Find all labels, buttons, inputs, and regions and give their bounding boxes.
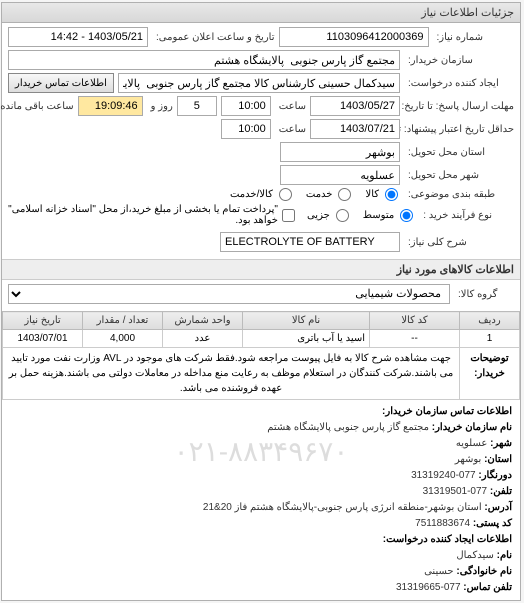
cell-index: 1	[461, 330, 521, 348]
delivery-prov-field	[281, 142, 401, 162]
addr-l: آدرس:	[485, 502, 513, 513]
fax-v: 077-31319240	[412, 470, 477, 481]
org-name-l: نام سازمان خریدار:	[433, 422, 513, 433]
days-label: روز و	[148, 101, 174, 112]
province-l: استان:	[485, 454, 513, 465]
items-grid: ردیف کد کالا نام کالا واحد شمارش تعداد /…	[3, 311, 521, 400]
buyer-org-label: سازمان خریدار:	[405, 55, 515, 66]
col-date: تاریخ نیاز	[4, 312, 84, 330]
note-row: توضیحات خریدار: جهت مشاهده شرح کالا به ف…	[4, 348, 521, 400]
city-v: عسلویه	[457, 438, 489, 449]
form-area: شماره نیاز: تاریخ و ساعت اعلان عمومی: سا…	[3, 23, 521, 259]
cell-name: اسید یا آب باتری	[244, 330, 371, 348]
col-unit: واحد شمارش	[164, 312, 244, 330]
proc-partial-radio[interactable]	[337, 209, 350, 222]
cell-qty: 4,000	[84, 330, 164, 348]
fax-l: دورنگار:	[479, 470, 513, 481]
contact-info-button[interactable]: اطلاعات تماس خریدار	[9, 73, 115, 93]
details-panel: جزئیات اطلاعات نیاز شماره نیاز: تاریخ و …	[2, 2, 522, 601]
days-field	[178, 96, 218, 116]
col-code: کد کالا	[371, 312, 461, 330]
post-v: 7511883674	[416, 518, 471, 529]
ctel-v: 077-31319665	[397, 582, 462, 593]
announce-label: تاریخ و ساعت اعلان عمومی:	[153, 32, 276, 43]
addr-v: استان بوشهر-منطقه انرژی پارس جنوبی-پالای…	[204, 502, 483, 513]
subject-label: شرح کلی نیاز:	[405, 237, 515, 248]
grid-header-row: ردیف کد کالا نام کالا واحد شمارش تعداد /…	[4, 312, 521, 330]
deadline-label: مهلت ارسال پاسخ: تا تاریخ:	[405, 101, 515, 112]
proc-partial-label: جزیی	[308, 210, 331, 221]
deadline-date-field	[311, 96, 401, 116]
province-v: بوشهر	[456, 454, 482, 465]
delivery-city-label: شهر محل تحویل:	[405, 170, 515, 181]
cat-service-radio[interactable]	[339, 188, 352, 201]
panel-title: جزئیات اطلاعات نیاز	[3, 3, 521, 23]
process-label: نوع فرآیند خرید :	[420, 210, 515, 221]
validity-hour-label: ساعت	[276, 124, 307, 135]
creator-field	[119, 73, 401, 93]
subject-field	[221, 232, 401, 252]
buyer-org-field	[9, 50, 401, 70]
cat-goods-service-radio[interactable]	[280, 188, 293, 201]
deadline-hour-field	[222, 96, 272, 116]
note-label: توضیحات خریدار:	[461, 348, 521, 400]
cell-code: --	[371, 330, 461, 348]
validity-hour-field	[222, 119, 272, 139]
note-text: جهت مشاهده شرح کالا به فایل پیوست مراجعه…	[4, 348, 461, 400]
org-name: مجتمع گاز پارس جنوبی پالایشگاه هشتم	[268, 422, 430, 433]
creator2-title: اطلاعات ایجاد کننده درخواست:	[384, 534, 513, 545]
col-qty: تعداد / مقدار	[84, 312, 164, 330]
cat-service-label: خدمت	[307, 189, 334, 200]
delivery-prov-label: استان محل تحویل:	[405, 147, 515, 158]
category-label: طبقه بندی موضوعی:	[405, 189, 515, 200]
validity-label: حداقل تاریخ اعتبار پیشنهاد: تا تاریخ:	[405, 124, 515, 135]
validity-date-field	[311, 119, 401, 139]
proc-small-label: متوسط	[364, 210, 395, 221]
proc-auto-label: "پرداخت تمام یا بخشی از مبلغ خرید،از محل…	[9, 204, 279, 226]
proc-auto-check[interactable]	[283, 209, 296, 222]
lname-v: حسینی	[425, 566, 454, 577]
deadline-hour-label: ساعت	[276, 101, 307, 112]
contact-block: ۰۲۱-۸۸۳۴۹۶۷۰ اطلاعات تماس سازمان خریدار:…	[3, 400, 521, 600]
tel-v: 077-31319501	[424, 486, 489, 497]
contact-title: اطلاعات تماس سازمان خریدار:	[383, 406, 513, 417]
cat-goods-service-label: کالا/خدمت	[231, 189, 274, 200]
cat-goods-label: کالا	[366, 189, 380, 200]
request-no-label: شماره نیاز:	[434, 32, 516, 43]
remain-label: ساعت باقی مانده	[0, 101, 75, 112]
items-section-title: اطلاعات کالاهای مورد نیاز	[3, 259, 521, 280]
request-no-field	[280, 27, 430, 47]
tel-l: تلفن:	[491, 486, 513, 497]
lname-l: نام خانوادگی:	[457, 566, 513, 577]
post-l: کد پستی:	[474, 518, 513, 529]
table-row[interactable]: 1 -- اسید یا آب باتری عدد 4,000 1403/07/…	[4, 330, 521, 348]
group-select[interactable]: محصولات شیمیایی	[9, 284, 451, 304]
city-l: شهر:	[491, 438, 513, 449]
cat-goods-radio[interactable]	[386, 188, 399, 201]
creator-label: ایجاد کننده درخواست:	[405, 78, 515, 89]
col-name: نام کالا	[244, 312, 371, 330]
group-label: گروه کالا:	[455, 289, 515, 300]
name-v: سیدکمال	[457, 550, 495, 561]
cell-date: 1403/07/01	[4, 330, 84, 348]
announce-field	[9, 27, 149, 47]
remain-field	[79, 96, 144, 116]
delivery-city-field	[281, 165, 401, 185]
col-index: ردیف	[461, 312, 521, 330]
name-l: نام:	[498, 550, 513, 561]
ctel-l: تلفن تماس:	[464, 582, 513, 593]
proc-small-radio[interactable]	[401, 209, 414, 222]
cell-unit: عدد	[164, 330, 244, 348]
